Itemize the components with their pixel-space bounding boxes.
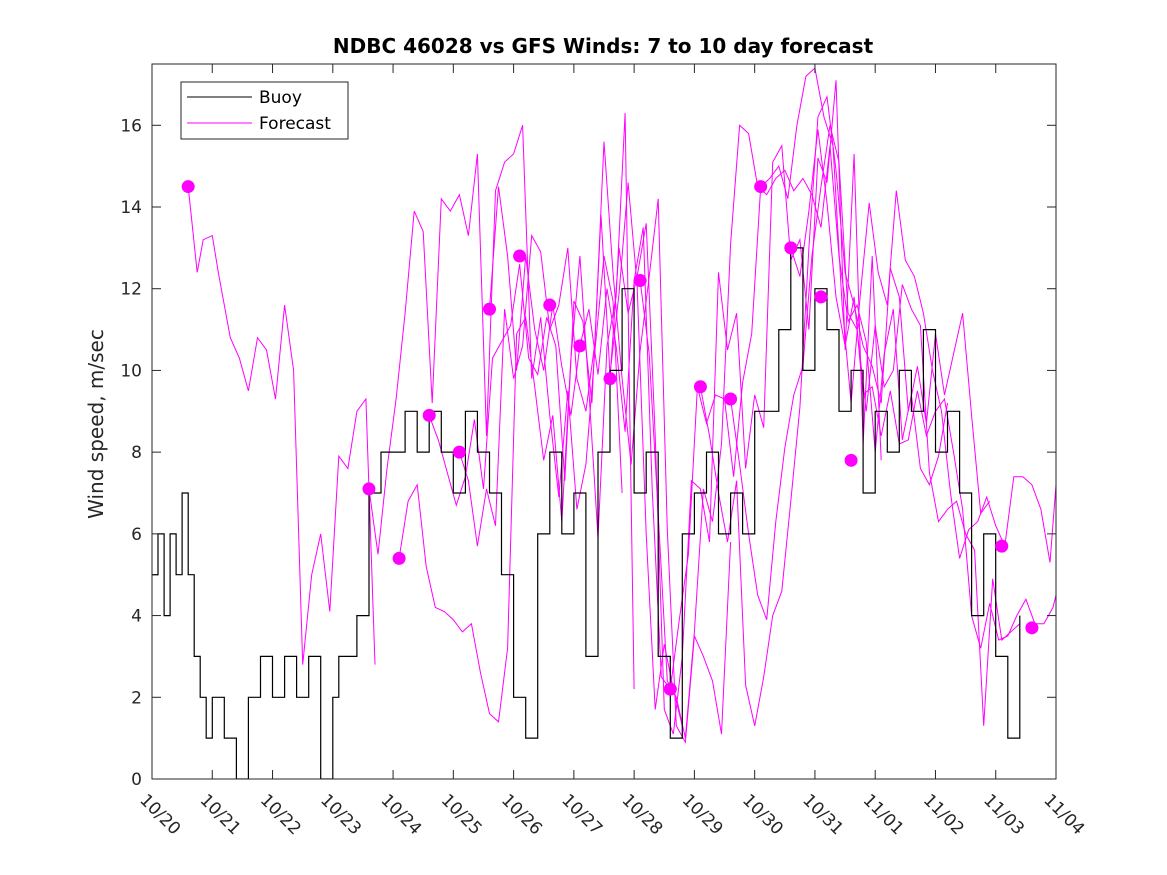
forecast-line-3 [428, 182, 683, 727]
buoy-line [152, 247, 1021, 779]
forecast-line-7 [639, 124, 948, 739]
forecast-marker-6 [513, 249, 527, 263]
y-tick-label: 4 [131, 607, 142, 627]
y-axis: 0 2 4 6 8 10 12 14 16 [120, 116, 1056, 790]
forecast-marker-3 [422, 408, 436, 422]
y-tick-label: 0 [131, 770, 142, 790]
forecast-line-11 [790, 129, 1056, 649]
forecast-marker-15 [784, 241, 798, 255]
forecast-marker-4 [452, 445, 466, 459]
y-tick-label: 8 [131, 443, 142, 463]
forecast-marker-1 [362, 482, 376, 496]
forecast-marker-0 [181, 180, 195, 194]
forecast-marker-13 [724, 392, 738, 406]
forecast-marker-12 [693, 380, 707, 394]
forecast-marker-5 [482, 302, 496, 316]
legend-label-forecast: Forecast [259, 114, 331, 134]
forecast-line-8 [699, 94, 991, 727]
forecast-line-6 [609, 80, 882, 735]
forecast-marker-9 [603, 372, 617, 386]
legend-box [180, 81, 349, 140]
y-tick-label: 10 [120, 361, 142, 381]
forecast-marker-18 [995, 539, 1009, 553]
forecast-marker-7 [543, 298, 557, 312]
forecast-line-2 [398, 112, 635, 723]
forecast-marker-10 [633, 274, 647, 288]
legend: Buoy Forecast [180, 81, 349, 140]
y-tick-label: 6 [131, 525, 142, 545]
forecast-marker-16 [814, 290, 828, 304]
plot-frame [151, 63, 1057, 780]
forecast-line-0 [187, 186, 376, 665]
forecast-marker-2 [392, 551, 406, 565]
y-tick-label: 2 [131, 688, 142, 708]
forecast-marker-11 [663, 682, 677, 696]
forecast-line-5 [489, 186, 762, 691]
forecast-marker-14 [754, 180, 768, 194]
forecast-line-1 [368, 125, 623, 555]
y-tick-label: 14 [120, 198, 142, 218]
y-tick-label: 16 [120, 116, 142, 136]
forecast-line-4 [458, 141, 732, 744]
plot-lines [152, 67, 1056, 779]
forecast-marker-19 [1025, 621, 1039, 635]
plot-markers [181, 180, 1039, 696]
forecast-marker-17 [844, 453, 858, 467]
y-axis-label: Wind speed, m/sec [84, 329, 108, 519]
forecast-line-10 [760, 67, 1056, 563]
forecast-marker-8 [573, 339, 587, 353]
chart-title: NDBC 46028 vs GFS Winds: 7 to 10 day for… [333, 34, 874, 58]
legend-label-buoy: Buoy [259, 88, 302, 108]
y-tick-label: 12 [120, 280, 142, 300]
